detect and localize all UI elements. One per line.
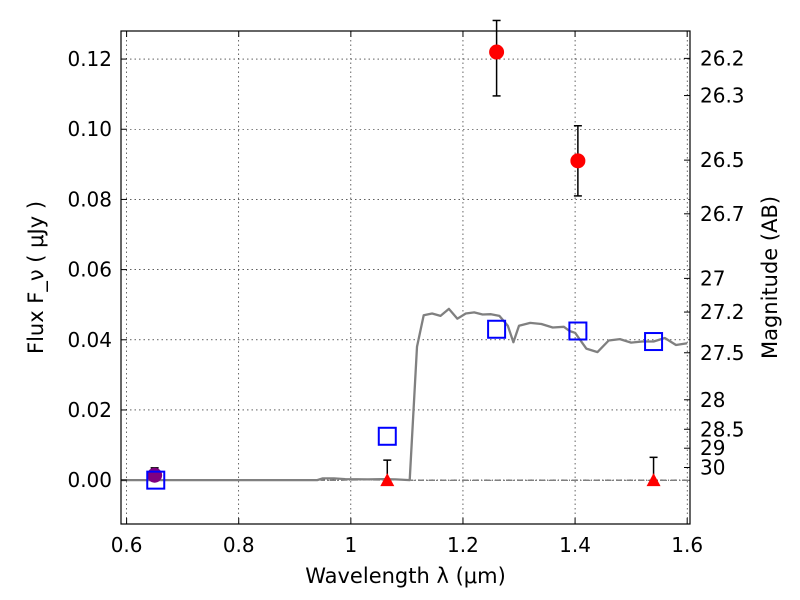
x-tick-label: 1.6 bbox=[671, 533, 703, 557]
upper-limit-triangle bbox=[646, 473, 661, 487]
y-tick-label: 0.08 bbox=[67, 187, 112, 211]
mag-tick-label: 27 bbox=[700, 266, 725, 290]
model-photometry-square bbox=[644, 332, 664, 352]
mag-tick-label: 26.7 bbox=[700, 202, 745, 226]
ticks: 0.6 0.8 1 1.2 1.4 1.6 0.00 0.02 0.04 0.06 0.08 0.10… bbox=[67, 31, 745, 557]
x-tick-label: 0.8 bbox=[223, 533, 255, 557]
mag-tick-label: 26.2 bbox=[700, 46, 745, 70]
y-tick-label: 0.04 bbox=[67, 328, 112, 352]
mag-tick-label: 28 bbox=[700, 388, 725, 412]
mag-tick-label: 28.5 bbox=[700, 417, 745, 441]
model-photometry-square bbox=[146, 470, 166, 490]
data-point-circle bbox=[570, 153, 586, 169]
y-tick-label: 0.00 bbox=[67, 468, 112, 492]
x-tick-label: 1.2 bbox=[447, 533, 479, 557]
data-point-circle bbox=[489, 44, 505, 60]
plot-frame bbox=[120, 30, 691, 525]
upper-limit-triangle bbox=[380, 473, 395, 487]
y-tick-label: 0.02 bbox=[67, 398, 112, 422]
x-axis-label: Wavelength λ (μm) bbox=[305, 564, 506, 588]
x-tick-label: 1.4 bbox=[559, 533, 591, 557]
data-points bbox=[146, 19, 664, 490]
mag-tick-label: 26.3 bbox=[700, 84, 745, 108]
model-photometry-square bbox=[487, 319, 507, 339]
mag-tick-label: 27.5 bbox=[700, 341, 745, 365]
model-spectrum bbox=[121, 307, 688, 482]
y-axis-label: Flux F_ν ( μJy ) bbox=[24, 201, 49, 354]
mag-tick-label: 27.2 bbox=[700, 300, 745, 324]
y-tick-label: 0.06 bbox=[67, 258, 112, 282]
x-tick-label: 0.6 bbox=[111, 533, 143, 557]
mag-tick-label: 30 bbox=[700, 456, 725, 480]
model-spectrum-line bbox=[121, 307, 688, 482]
model-photometry-square bbox=[568, 321, 588, 341]
y-tick-label: 0.12 bbox=[67, 47, 112, 71]
model-photometry-square bbox=[377, 426, 397, 446]
y2-axis-label: Magnitude (AB) bbox=[758, 196, 782, 359]
grid bbox=[121, 31, 690, 524]
mag-tick-label: 26.5 bbox=[700, 148, 745, 172]
x-tick-label: 1 bbox=[344, 533, 357, 557]
data-point-circle bbox=[147, 467, 163, 483]
y-tick-label: 0.10 bbox=[67, 117, 112, 141]
mag-tick-label: 29 bbox=[700, 436, 725, 460]
